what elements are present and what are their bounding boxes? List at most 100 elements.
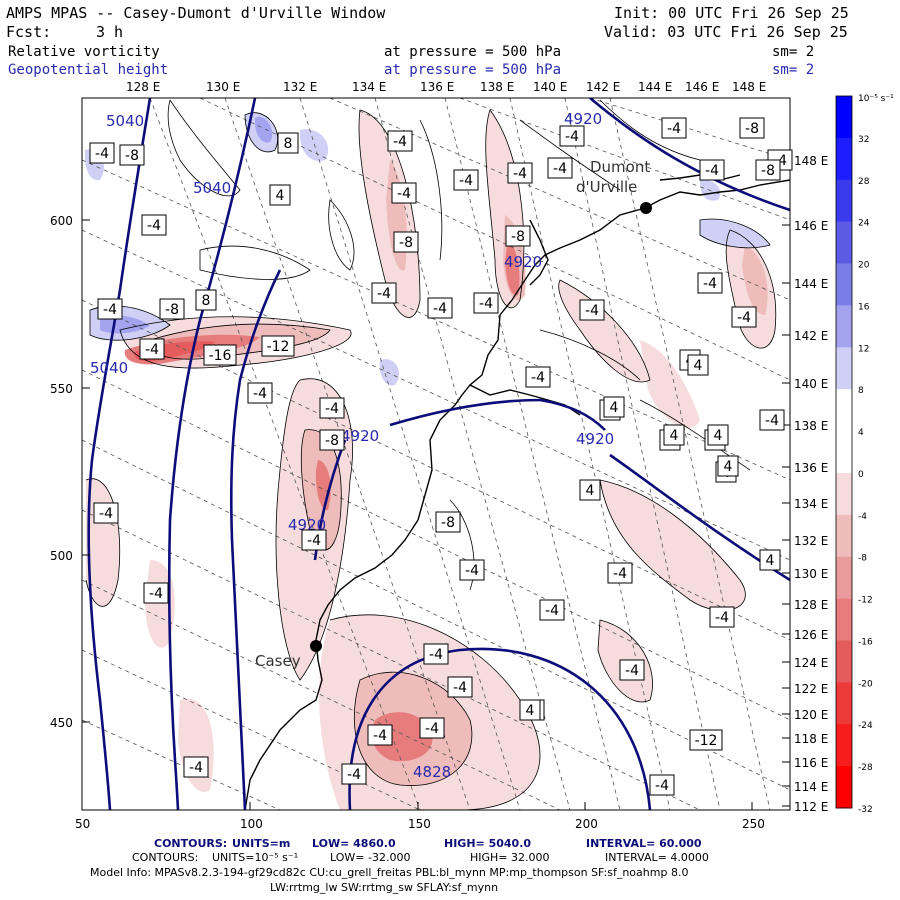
vorticity-contour-label-box [391, 182, 417, 204]
vorticity-contour-label: -4 [479, 296, 493, 312]
right-lon-label: 148 E [794, 154, 828, 168]
vorticity-contour-label-box [319, 429, 345, 451]
vorticity-contour-label: -4 [253, 386, 267, 402]
x-tick-label: 150 [408, 817, 431, 831]
colorbar-label: -8 [858, 554, 867, 564]
vorticity-contour-label-box [699, 159, 725, 181]
contour1-high: HIGH= 5040.0 [444, 837, 532, 850]
vorticity-contour-label: -4 [429, 647, 443, 663]
vorticity-contour-label: -4 [655, 778, 669, 794]
vorticity-contour-label-box [709, 606, 735, 628]
vorticity-contour-label-box [505, 225, 531, 247]
vorticity-contour-label-box [97, 298, 123, 320]
positive-vorticity-label-box [663, 424, 685, 446]
vorticity-contour-label-box [301, 529, 327, 551]
vorticity-contour-label-box [371, 282, 397, 304]
contour2-high: HIGH= 32.000 [470, 851, 550, 864]
top-lon-label: 142 E [586, 80, 620, 94]
right-lon-label: 112 E [794, 800, 828, 814]
field2-name: Geopotential height [8, 62, 169, 78]
vorticity-contour-label-box [649, 774, 675, 796]
casey-station-marker [310, 640, 322, 652]
vorticity-contour-label-box [453, 169, 479, 191]
vorticity-contour-label-box [427, 297, 453, 319]
vorticity-contour-label-box [559, 125, 585, 147]
plot-title: AMPS MPAS -- Casey-Dumont d'Urville Wind… [6, 4, 386, 22]
vorticity-contour-label-box [473, 292, 499, 314]
positive-vorticity-label: 4 [586, 483, 595, 499]
vorticity-contour-label: -4 [397, 186, 411, 202]
right-lon-label: 138 E [794, 419, 828, 433]
height-label: 4828 [413, 763, 451, 781]
vorticity-contour-label-box [139, 338, 165, 360]
vorticity-contour-label: -4 [453, 680, 467, 696]
vorticity-contour-label: -4 [553, 161, 567, 177]
vorticity-contour-label-box [579, 299, 605, 321]
colorbar-label: 28 [858, 177, 870, 187]
contour1-low: LOW= 4860.0 [312, 837, 396, 850]
right-lon-label: 144 E [794, 277, 828, 291]
top-lon-label: 138 E [480, 80, 514, 94]
vorticity-contour-label: -4 [513, 166, 527, 182]
vorticity-contour-label: -4 [95, 146, 109, 162]
positive-vorticity-label-box [579, 479, 601, 501]
colorbar-label: -20 [858, 679, 873, 689]
contour1-units: UNITS=m [232, 837, 291, 850]
right-lon-label: 142 E [794, 329, 828, 343]
vorticity-contour-label: -4 [325, 401, 339, 417]
vorticity-contour-label-box [143, 582, 169, 604]
vorticity-contour-label-box [341, 763, 367, 785]
x-tick-label: 50 [75, 817, 90, 831]
positive-vorticity-label: 4 [526, 703, 535, 719]
axis-ticks [81, 159, 790, 810]
vorticity-contour-label-box [89, 142, 115, 164]
vorticity-contour-label: -4 [703, 276, 717, 292]
field1-name: Relative vorticity [8, 44, 160, 60]
colorbar-label: -32 [858, 805, 873, 815]
vorticity-contour-label-box [459, 559, 485, 581]
vorticity-contour-label-box [507, 162, 533, 184]
contour2-label: CONTOURS: [132, 851, 199, 864]
vorticity-contour-label: -4 [393, 134, 407, 150]
vorticity-contour-label: -4 [103, 302, 117, 318]
top-lon-label: 140 E [533, 80, 567, 94]
height-label: 4920 [564, 110, 602, 128]
vorticity-contour-label: -4 [307, 533, 321, 549]
station-name-durville: d'Urville [576, 178, 637, 196]
positive-vorticity-label-box [707, 424, 729, 446]
colorbar-label: 8 [858, 386, 864, 396]
colorbar-label: -4 [858, 512, 867, 522]
vorticity-contour-label-box [619, 659, 645, 681]
vorticity-contour-label-box [759, 409, 785, 431]
positive-vorticity-label: 4 [724, 459, 733, 475]
vorticity-contour-label: -4 [425, 721, 439, 737]
vorticity-contour-label: -4 [737, 310, 751, 326]
vorticity-contour-label: -4 [189, 760, 203, 776]
vorticity-contour-label: -4 [667, 121, 681, 137]
forecast-label: Fcst: [6, 23, 52, 41]
dumont-durville-station-marker [640, 202, 652, 214]
height-label: 5040 [193, 179, 231, 197]
positive-vorticity-label-box [759, 549, 781, 571]
colorbar-swatch [836, 179, 852, 223]
vorticity-contour-label: -4 [459, 173, 473, 189]
right-lon-label: 130 E [794, 567, 828, 581]
vorticity-contour-label: -4 [705, 163, 719, 179]
vorticity-contour-label: -12 [695, 733, 718, 749]
vorticity-contour-label: -4 [373, 728, 387, 744]
vorticity-contour-label: -4 [765, 413, 779, 429]
vorticity-contour-label: -4 [545, 603, 559, 619]
map-frame [81, 97, 791, 811]
colorbar-label: 4 [858, 428, 864, 438]
colorbar-label: -24 [858, 721, 873, 731]
right-lon-label: 114 E [794, 780, 828, 794]
colorbar-swatch [836, 137, 852, 181]
vorticity-contour-label: -4 [465, 563, 479, 579]
vorticity-contour-label: -4 [149, 586, 163, 602]
colorbar-swatch [836, 724, 852, 767]
colorbar-swatch [836, 514, 852, 558]
vorticity-contour-label-box [547, 157, 573, 179]
vorticity-contour-label-box [423, 643, 449, 665]
vorticity-contour-label: -8 [745, 121, 759, 137]
vorticity-contour-label: -4 [585, 303, 599, 319]
